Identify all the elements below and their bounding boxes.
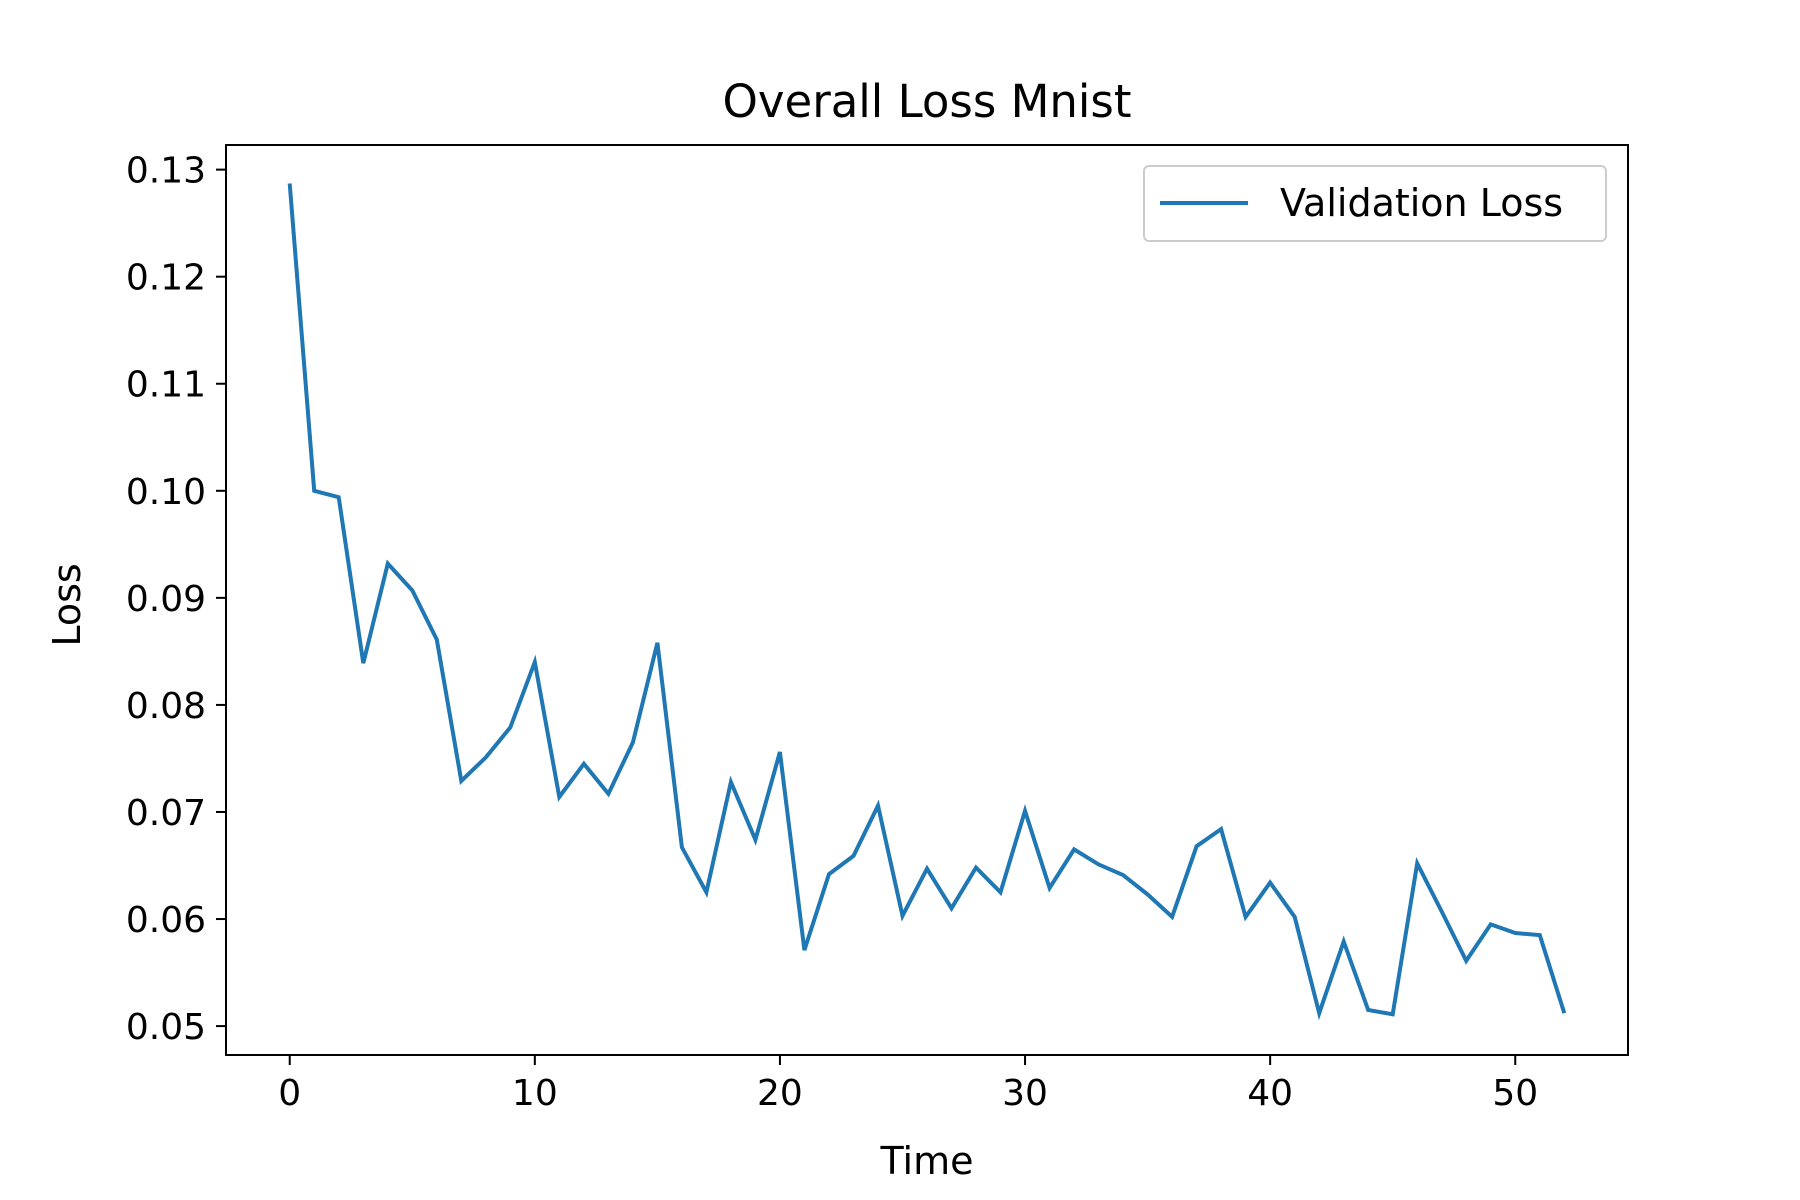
y-tick-label: 0.08 bbox=[126, 686, 206, 727]
y-tick-label: 0.06 bbox=[126, 900, 206, 941]
y-tick-label: 0.12 bbox=[126, 258, 206, 299]
x-tick-label: 40 bbox=[1247, 1073, 1293, 1114]
series-line-validation-loss bbox=[287, 183, 1567, 1021]
legend: Validation Loss bbox=[1143, 165, 1607, 242]
x-tick-label: 0 bbox=[278, 1073, 301, 1114]
legend-label-validation-loss: Validation Loss bbox=[1280, 181, 1563, 225]
y-tick-label: 0.11 bbox=[126, 365, 206, 406]
y-tick-label: 0.13 bbox=[126, 151, 206, 192]
y-axis-label: Loss bbox=[45, 563, 89, 646]
y-tick-label: 0.09 bbox=[126, 579, 206, 620]
y-tick-label: 0.10 bbox=[126, 472, 206, 513]
axes-frame bbox=[225, 144, 1629, 1056]
x-tick-label: 10 bbox=[512, 1073, 558, 1114]
legend-box bbox=[1143, 165, 1607, 242]
chart-title: Overall Loss Mnist bbox=[722, 75, 1131, 128]
x-tick-label: 20 bbox=[757, 1073, 803, 1114]
y-tick-label: 0.05 bbox=[126, 1007, 206, 1048]
x-tick-label: 50 bbox=[1492, 1073, 1538, 1114]
y-tick-label: 0.07 bbox=[126, 793, 206, 834]
x-tick-label: 30 bbox=[1002, 1073, 1048, 1114]
x-axis-label: Time bbox=[880, 1139, 974, 1183]
plot-area: 0 10 20 30 40 50 0.05 0.06 0.07 0.08 0.09 0.10 0.11 0… bbox=[126, 144, 1629, 1114]
